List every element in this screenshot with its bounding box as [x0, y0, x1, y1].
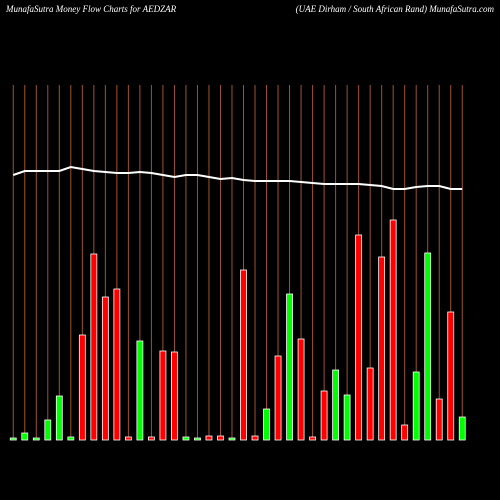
bar [90, 253, 98, 441]
bar [366, 367, 374, 441]
bar [171, 351, 178, 441]
bar [286, 293, 293, 441]
bar [251, 435, 259, 441]
bar [412, 371, 420, 441]
bar [217, 435, 224, 441]
bar [21, 432, 29, 441]
bar [458, 416, 466, 441]
bar [124, 436, 132, 441]
bar [332, 369, 340, 441]
bar [136, 340, 144, 441]
bar [401, 424, 409, 441]
bar [32, 437, 40, 441]
bar [205, 435, 213, 441]
bar [78, 334, 86, 441]
bar [101, 296, 109, 441]
bar [263, 408, 270, 441]
bar [274, 355, 282, 441]
chart-subtitle: (UAE Dirham / South African Rand) Munafa… [296, 4, 495, 14]
bar [320, 390, 328, 441]
bar [44, 419, 52, 441]
bar [182, 436, 190, 441]
bar [297, 338, 305, 441]
bar [159, 350, 167, 441]
bar [148, 436, 155, 441]
bar [389, 219, 397, 441]
bar [194, 437, 201, 441]
bar [240, 269, 247, 441]
bar [228, 437, 236, 441]
bar [309, 436, 316, 441]
bar [113, 288, 121, 441]
chart-title: MunafaSutra Money Flow Charts for AEDZAR [5, 4, 177, 14]
bar [67, 436, 75, 441]
bar [9, 437, 17, 441]
flow-line [12, 165, 463, 190]
bar [424, 252, 432, 441]
bar [355, 234, 363, 441]
bar [343, 394, 351, 441]
bar [378, 256, 386, 441]
bar [447, 311, 455, 441]
bar [435, 398, 443, 441]
bar [55, 395, 63, 441]
